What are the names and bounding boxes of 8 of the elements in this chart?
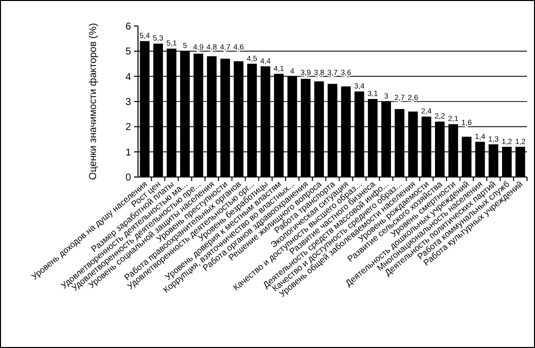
y-axis-title: Оценки значимости факторов (%)	[88, 23, 99, 180]
y-tick-label: 1	[125, 147, 132, 158]
y-tick-label: 0	[125, 172, 132, 184]
y-tick-label: 3	[125, 97, 132, 108]
y-tick-label: 6	[125, 22, 132, 32]
y-tick-label: 4	[125, 72, 132, 83]
y-tick-label: 5	[125, 46, 132, 58]
y-tick-label: 2	[125, 122, 132, 134]
